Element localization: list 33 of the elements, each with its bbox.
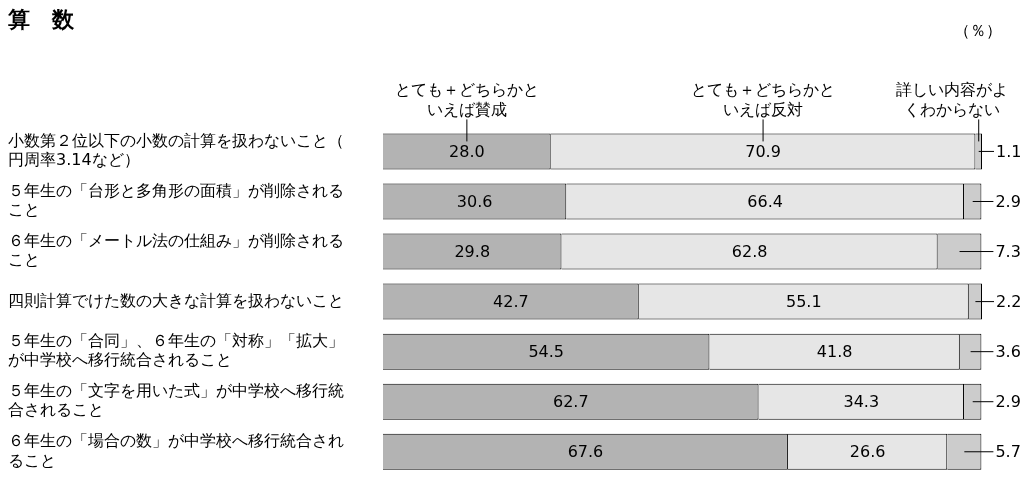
data-label: 2.9 <box>995 391 1021 411</box>
series-label: 詳しい内容がよくわからない <box>896 80 1008 120</box>
data-label: 5.7 <box>995 441 1021 461</box>
y-tick-label: ５年生の「台形と多角形の面積」が削除されること <box>8 181 344 220</box>
data-label: 2.2 <box>996 291 1022 311</box>
data-label: 28.0 <box>449 141 485 161</box>
data-label: 30.6 <box>456 191 493 211</box>
data-label: 70.9 <box>745 141 781 161</box>
text: （％） <box>954 21 1002 40</box>
data-label: 54.5 <box>528 341 565 361</box>
data-label: 34.3 <box>843 391 880 411</box>
data-label: 62.8 <box>731 241 768 261</box>
y-tick-label: ５年生の「文字を用いた式」が中学校へ移行統合されること <box>8 381 344 420</box>
data-label: 66.4 <box>747 191 783 211</box>
data-label: 2.9 <box>995 191 1021 211</box>
series-label: とても＋どちらかといえば賛成 <box>394 80 539 120</box>
data-label: 62.7 <box>552 391 589 411</box>
data-label: 26.6 <box>849 441 886 461</box>
data-label: 67.6 <box>567 441 604 461</box>
data-label: 3.6 <box>995 341 1021 361</box>
y-tick-label: ６年生の「場合の数」が中学校へ移行統合されること <box>8 431 344 470</box>
y-tick-label: ５年生の「合同」、６年生の「対称」「拡大」が中学校へ移行統合されること <box>8 331 344 370</box>
series-label: とても＋どちらかといえば反対 <box>691 80 836 120</box>
y-tick-label: 小数第２位以下の小数の計算を扱わないこと（円周率3.14など） <box>8 130 344 170</box>
data-label: 42.7 <box>493 291 529 311</box>
data-label: 55.1 <box>785 291 822 311</box>
data-label: 41.8 <box>816 341 853 361</box>
data-label: 1.1 <box>996 141 1022 161</box>
data-label: 7.3 <box>995 241 1021 261</box>
text: 算 数 <box>7 6 75 32</box>
y-tick-label: ６年生の「メートル法の仕組み」が削除されること <box>8 231 344 270</box>
data-label: 29.8 <box>454 241 491 261</box>
y-tick-label: 四則計算でけた数の大きな計算を扱わないこと <box>8 290 344 310</box>
